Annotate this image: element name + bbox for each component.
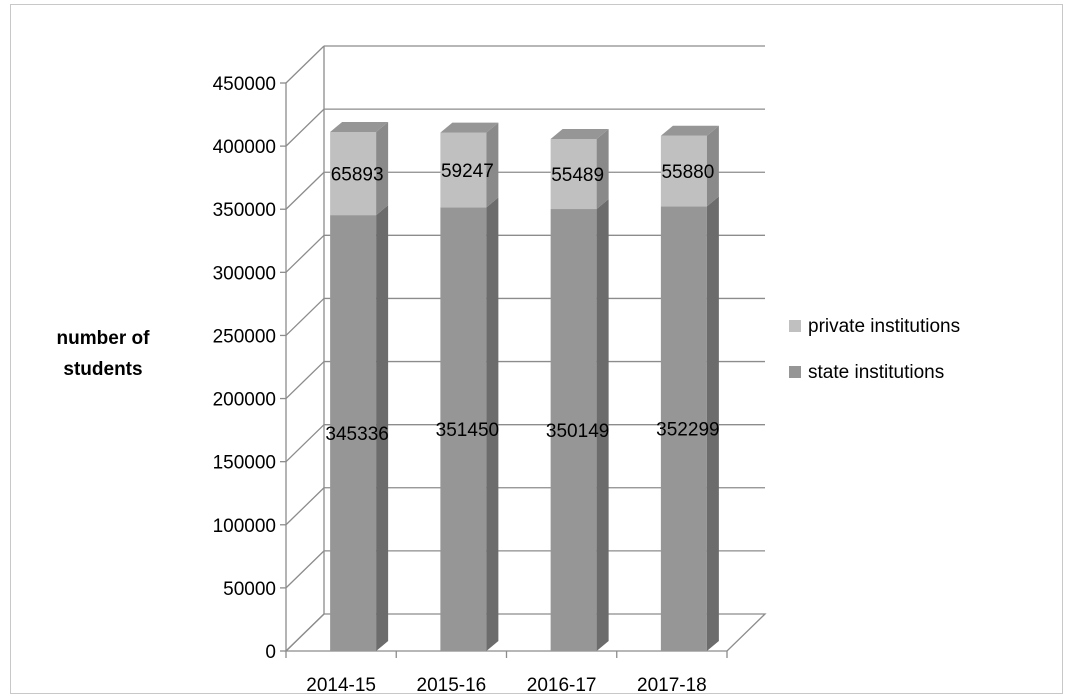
y-tick-label-4: 200000 [213,390,276,411]
data-label-private-institutions-2017-18: 55880 [661,162,714,183]
legend-label: state institutions [808,362,944,383]
gridline-side-4 [285,361,325,400]
legend-item-private-institutions: private institutions [789,316,960,337]
bar-state-institutions-2015-16 [440,197,499,651]
y-tick-label-7: 350000 [213,200,276,221]
y-axis-label-line-2: students [63,359,142,380]
bar-private-institutions-2016-17 [550,128,609,210]
bar-side [376,205,389,651]
y-tick-label-0: 0 [265,642,276,663]
chart-frame [10,4,1063,694]
y-tick-label-9: 450000 [213,74,276,95]
gridline-side-8 [285,108,325,147]
gridline-side-5 [285,297,325,336]
bar-side [706,196,719,651]
gridline-side-9 [285,45,325,84]
bar-side [596,128,609,210]
data-label-state-institutions-2016-17: 350149 [546,421,609,442]
bar-front [330,215,377,651]
bar-top [660,125,719,136]
bar-top [550,128,609,139]
data-label-state-institutions-2017-18: 352299 [656,420,719,441]
bar-private-institutions-2014-15 [330,121,389,216]
data-label-private-institutions-2015-16: 59247 [441,161,494,182]
bar-front [660,206,707,651]
data-label-private-institutions-2014-15: 65893 [331,165,384,186]
x-tick-label-2: 2016-17 [527,675,597,696]
y-tick-label-3: 150000 [213,453,276,474]
bar-front [660,135,707,207]
bar-top [330,121,389,132]
bar-side [486,122,499,208]
y-tick-label-1: 50000 [223,579,276,600]
bar-private-institutions-2015-16 [440,122,499,208]
gridline-side-1 [285,550,325,589]
bar-state-institutions-2014-15 [330,205,389,651]
legend-swatch [789,366,801,378]
bar-side [376,121,389,216]
y-tick-label-5: 250000 [213,326,276,347]
x-tick-label-0: 2014-15 [306,675,376,696]
y-tick-label-8: 400000 [213,137,276,158]
bar-front [440,207,487,651]
bar-state-institutions-2017-18 [660,196,719,651]
bar-private-institutions-2017-18 [660,125,719,207]
bar-side [706,125,719,207]
bar-side [596,199,609,651]
data-label-private-institutions-2016-17: 55489 [551,165,604,186]
gridline-side-7 [285,171,325,210]
bar-state-institutions-2016-17 [550,199,609,651]
x-tick-label-3: 2017-18 [637,675,707,696]
data-label-state-institutions-2015-16: 351450 [436,420,499,441]
y-tick-label-6: 300000 [213,263,276,284]
x-tick-label-1: 2015-16 [417,675,487,696]
legend-item-state-institutions: state institutions [789,362,944,383]
y-tick-label-2: 100000 [213,516,276,537]
y-axis-label: number of [57,328,151,349]
gridline-side-6 [285,234,325,273]
bar-front [550,209,597,651]
bar-front [330,131,377,216]
gridline-side-3 [285,424,325,463]
bar-side [486,197,499,651]
bar-front [440,132,487,208]
bar-front [550,138,597,210]
data-label-state-institutions-2014-15: 345336 [325,424,388,445]
bar-top [440,122,499,133]
gridline-side-2 [285,487,325,526]
legend-label: private institutions [808,316,960,337]
legend-swatch [789,320,801,332]
